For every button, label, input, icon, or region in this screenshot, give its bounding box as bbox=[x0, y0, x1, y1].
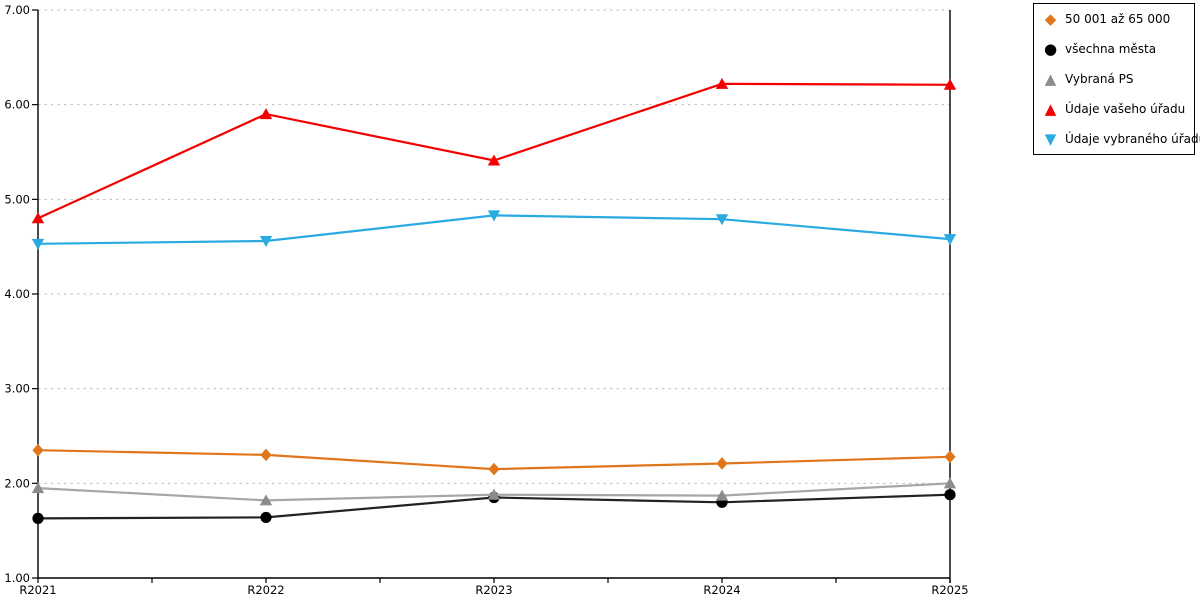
data-point-marker bbox=[487, 210, 501, 222]
x-axis-tick-label: R2022 bbox=[247, 583, 284, 597]
data-point-marker bbox=[715, 214, 729, 226]
data-point-marker bbox=[31, 482, 45, 494]
legend-label: Údaje vybraného úřadu bbox=[1065, 132, 1200, 146]
y-axis-tick-label: 5.00 bbox=[4, 192, 30, 206]
y-axis-tick-label: 3.00 bbox=[4, 382, 30, 396]
y-axis-tick-label: 4.00 bbox=[4, 287, 30, 301]
legend-label: 50 001 až 65 000 bbox=[1065, 12, 1171, 26]
data-point-marker bbox=[943, 234, 957, 246]
diamond-icon: ◆ bbox=[1044, 9, 1057, 28]
data-point-marker bbox=[259, 235, 273, 247]
data-point-marker bbox=[31, 238, 45, 250]
data-point-marker bbox=[488, 462, 500, 476]
legend-item: ● všechna města bbox=[1043, 39, 1194, 58]
circle-icon: ● bbox=[1043, 39, 1058, 58]
legend: ◆ 50 001 až 65 000 ● všechna města ▲ Vybraná … bbox=[1033, 3, 1200, 155]
legend-label: Údaje vašeho úřadu bbox=[1065, 102, 1186, 116]
x-axis-tick-label: R2024 bbox=[703, 583, 740, 597]
legend-label: Vybraná PS bbox=[1065, 72, 1134, 86]
legend-label: všechna města bbox=[1065, 42, 1157, 56]
data-point-marker bbox=[716, 457, 728, 470]
data-point-marker bbox=[260, 511, 272, 524]
legend-item: ▲ Údaje vašeho úřadu bbox=[1043, 99, 1194, 118]
data-point-marker bbox=[259, 108, 273, 120]
triangle-up-icon: ▲ bbox=[1044, 99, 1057, 118]
data-point-marker bbox=[32, 512, 44, 524]
y-axis-tick-label: 1.00 bbox=[4, 571, 30, 585]
data-point-marker bbox=[943, 78, 957, 90]
data-point-marker bbox=[944, 450, 956, 464]
x-axis-tick-label: R2023 bbox=[475, 583, 512, 597]
data-point-marker bbox=[487, 488, 501, 500]
data-point-marker bbox=[715, 77, 729, 89]
triangle-down-icon: ▼ bbox=[1044, 129, 1057, 148]
data-point-marker bbox=[260, 448, 272, 462]
data-point-marker bbox=[32, 443, 44, 457]
y-axis-tick-label: 6.00 bbox=[4, 98, 30, 112]
legend-item: ◆ 50 001 až 65 000 bbox=[1043, 9, 1194, 28]
x-axis-tick-label: R2021 bbox=[19, 583, 56, 597]
data-point-marker bbox=[944, 489, 956, 501]
legend-item: ▲ Vybraná PS bbox=[1043, 69, 1194, 88]
y-axis-tick-label: 2.00 bbox=[4, 476, 30, 490]
data-point-marker bbox=[259, 494, 273, 506]
data-point-marker bbox=[487, 154, 501, 166]
data-point-marker bbox=[31, 212, 45, 224]
series-line-4 bbox=[37, 82, 951, 220]
triangle-up-icon: ▲ bbox=[1044, 69, 1057, 88]
data-point-marker bbox=[943, 477, 957, 489]
x-axis-tick-label: R2025 bbox=[931, 583, 968, 597]
y-axis-tick-label: 7.00 bbox=[4, 3, 30, 17]
legend-item: ▼ Údaje vybraného úřadu bbox=[1043, 129, 1200, 148]
data-point-marker bbox=[715, 489, 729, 501]
